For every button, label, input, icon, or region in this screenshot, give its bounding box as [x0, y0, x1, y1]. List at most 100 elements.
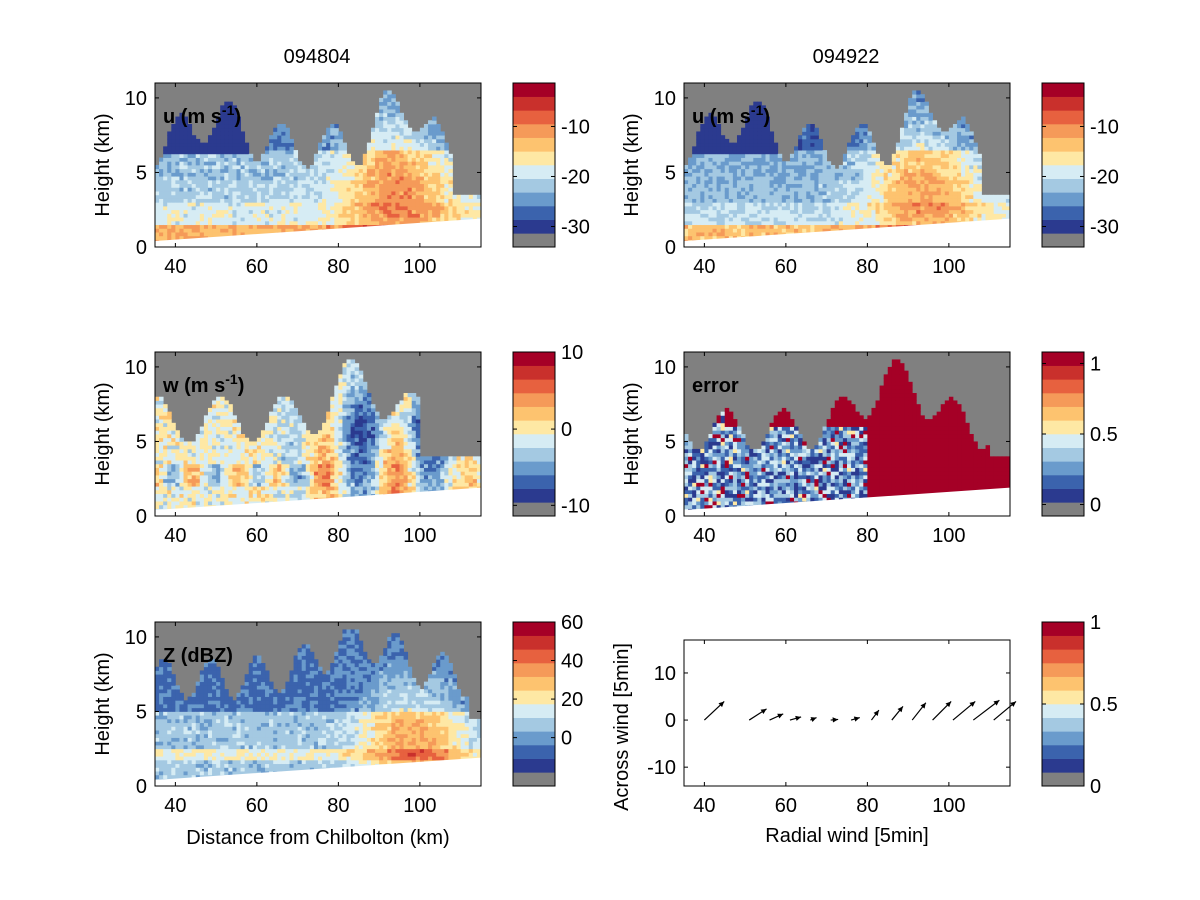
wind-arrow [911, 702, 927, 721]
colorbar-swatch [1042, 219, 1084, 234]
panel-label-superscript: -1 [751, 102, 764, 118]
y-tick-label: 10 [125, 88, 147, 110]
y-axis-label: Across wind [5min] [611, 643, 633, 811]
out-of-range-wedge [684, 83, 744, 121]
wind-arrow [748, 708, 767, 721]
colorbar-swatch [1042, 151, 1084, 166]
colorbar-6: 10.50 [1041, 612, 1118, 798]
colorbar-swatch [1042, 110, 1084, 125]
y-axis-label: Height (km) [92, 652, 114, 755]
x-tick-label: 100 [403, 525, 436, 547]
y-tick-label: 0 [136, 776, 147, 798]
x-tick-label: 40 [164, 525, 186, 547]
panel-label-superscript: -1 [225, 371, 238, 387]
colorbar-swatch [1042, 124, 1084, 138]
x-tick-label: 60 [246, 525, 268, 547]
colorbar-swatch [513, 488, 555, 503]
y-tick-label: 0 [665, 710, 676, 732]
y-tick-label: 0 [665, 237, 676, 259]
wind-arrow [850, 716, 860, 722]
colorbar-swatch [513, 434, 555, 448]
y-tick-label: 0 [136, 506, 147, 528]
y-tick-label: 5 [136, 701, 147, 723]
y-tick-label: 5 [136, 162, 147, 184]
colorbar-swatch [1042, 663, 1084, 677]
colorbar-swatch [1042, 137, 1084, 152]
colorbar-swatch [513, 461, 555, 476]
colorbar-swatch [1042, 731, 1084, 746]
colorbar-swatch [1042, 461, 1084, 476]
x-tick-label: 100 [403, 256, 436, 278]
axes-panel-2: 40 60 80 100 0 5 10 Height (km) u (m s-1) [621, 82, 1011, 278]
out-of-range-wedge [155, 622, 215, 660]
x-tick-label: 100 [932, 256, 965, 278]
colorbar-swatch [513, 731, 555, 746]
x-tick-label: 100 [403, 795, 436, 817]
field-panel-5 [155, 622, 481, 786]
panel-label-close: ) [234, 106, 241, 128]
colorbar-swatch [513, 690, 555, 705]
panel-label-close: ) [763, 106, 770, 128]
y-tick-label: 10 [125, 627, 147, 649]
colorbar-tick-label: -10 [1090, 116, 1119, 138]
panel-field-label: u (m s-1) [163, 102, 241, 128]
colorbar-4: 10.50 [1041, 351, 1118, 517]
below-beam-region [155, 487, 481, 516]
colorbar-swatch [513, 406, 555, 421]
x-tick-label: 40 [164, 256, 186, 278]
colorbar-5: 60 40 20 0 [512, 612, 583, 787]
colorbar-swatch [513, 758, 555, 773]
wind-arrow [993, 701, 1017, 721]
colorbar-swatch [1042, 406, 1084, 421]
colorbar-swatch [513, 649, 555, 664]
colorbar-tick-label: 0 [561, 419, 572, 441]
colorbar-swatch [513, 717, 555, 732]
colorbar-swatch [1042, 502, 1084, 517]
x-tick-label: 40 [693, 525, 715, 547]
colorbar-tick-label: -10 [561, 116, 590, 138]
colorbar-tick-label: -30 [1090, 217, 1119, 239]
below-beam-region [684, 487, 1010, 516]
x-tick-label: 80 [327, 256, 349, 278]
y-tick-label: 5 [665, 162, 676, 184]
x-tick-label: 60 [246, 256, 268, 278]
axes-panel-5: 40 60 80 100 0 5 10 Height (km) Distance from Ch… [92, 621, 482, 849]
wind-arrow [932, 701, 952, 721]
colorbar-swatch [513, 420, 555, 435]
colorbar-swatch [1042, 772, 1084, 787]
colorbar-tick-label: 0.5 [1090, 424, 1118, 446]
colorbar-swatch [513, 772, 555, 787]
colorbar-swatch [513, 192, 555, 207]
colorbar-swatch [513, 233, 555, 248]
colorbar-swatch [1042, 717, 1084, 732]
colorbar-tick-label: -20 [1090, 166, 1119, 188]
axes-panel-4: 40 60 80 100 0 5 10 Height (km) error [621, 351, 1011, 547]
y-tick-label: 5 [665, 431, 676, 453]
wind-arrow [972, 699, 1000, 721]
colorbar-swatch [1042, 83, 1084, 97]
x-tick-label: 100 [932, 795, 965, 817]
colorbar-swatch [1042, 165, 1084, 179]
colorbar-swatch [513, 676, 555, 691]
y-axis-label: Height (km) [621, 113, 643, 216]
panel-label-text: error [692, 375, 739, 397]
x-tick-label: 40 [693, 795, 715, 817]
wind-arrow [870, 709, 880, 721]
panel-label-superscript: -1 [222, 102, 235, 118]
colorbar-swatch [1042, 192, 1084, 207]
colorbar-swatch [1042, 379, 1084, 394]
colorbar-tick-label: 0 [1090, 776, 1101, 798]
x-tick-label: 40 [693, 256, 715, 278]
out-of-range-wedge [684, 352, 744, 390]
colorbar-3: 10 0 -10 [512, 342, 590, 517]
colorbar-tick-label: 1 [1090, 353, 1101, 375]
colorbar-swatch [1042, 178, 1084, 193]
colorbar-swatch [1042, 745, 1084, 759]
colorbar-swatch [513, 365, 555, 380]
colorbar-swatch [513, 393, 555, 407]
colorbar-swatch [1042, 233, 1084, 248]
wind-arrow [891, 706, 904, 721]
colorbar-swatch [513, 178, 555, 193]
